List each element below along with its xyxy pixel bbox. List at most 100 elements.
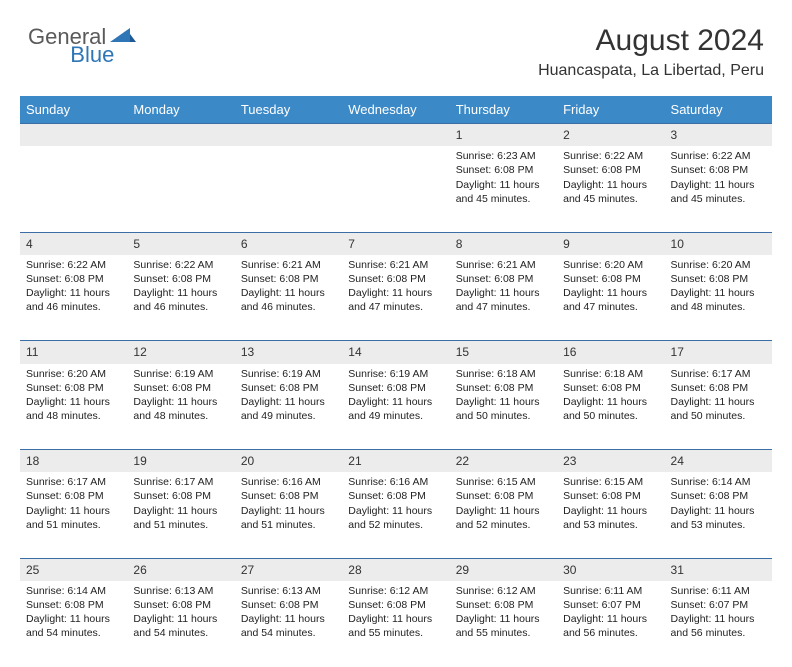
- sunrise-text: Sunrise: 6:13 AM: [133, 584, 228, 598]
- sunset-text: Sunset: 6:08 PM: [348, 489, 443, 503]
- day-detail-cell: Sunrise: 6:18 AMSunset: 6:08 PMDaylight:…: [557, 364, 664, 450]
- day-number-cell: 25: [20, 558, 127, 581]
- day-number-cell: 20: [235, 450, 342, 473]
- sunrise-text: Sunrise: 6:15 AM: [563, 475, 658, 489]
- day-detail-cell: Sunrise: 6:22 AMSunset: 6:08 PMDaylight:…: [127, 255, 234, 341]
- day-number-cell: 7: [342, 232, 449, 255]
- day-number-cell: 5: [127, 232, 234, 255]
- day-header: Wednesday: [342, 96, 449, 124]
- day-number-cell: 23: [557, 450, 664, 473]
- day-detail-cell: Sunrise: 6:16 AMSunset: 6:08 PMDaylight:…: [342, 472, 449, 558]
- sunset-text: Sunset: 6:08 PM: [456, 598, 551, 612]
- daylight-text: Daylight: 11 hours and 50 minutes.: [456, 395, 551, 423]
- day-detail-cell: Sunrise: 6:13 AMSunset: 6:08 PMDaylight:…: [235, 581, 342, 667]
- daylight-text: Daylight: 11 hours and 48 minutes.: [671, 286, 766, 314]
- day-number-cell: [235, 124, 342, 147]
- sunset-text: Sunset: 6:08 PM: [456, 163, 551, 177]
- sunset-text: Sunset: 6:07 PM: [671, 598, 766, 612]
- day-number-cell: 29: [450, 558, 557, 581]
- day-number-cell: 17: [665, 341, 772, 364]
- sunset-text: Sunset: 6:08 PM: [241, 272, 336, 286]
- daylight-text: Daylight: 11 hours and 46 minutes.: [241, 286, 336, 314]
- day-detail-cell: Sunrise: 6:14 AMSunset: 6:08 PMDaylight:…: [665, 472, 772, 558]
- week-daynum-row: 11121314151617: [20, 341, 772, 364]
- sunset-text: Sunset: 6:08 PM: [241, 598, 336, 612]
- day-detail-cell: Sunrise: 6:19 AMSunset: 6:08 PMDaylight:…: [127, 364, 234, 450]
- day-detail-cell: Sunrise: 6:20 AMSunset: 6:08 PMDaylight:…: [20, 364, 127, 450]
- day-header: Tuesday: [235, 96, 342, 124]
- sunrise-text: Sunrise: 6:21 AM: [348, 258, 443, 272]
- day-number-cell: 28: [342, 558, 449, 581]
- day-header: Monday: [127, 96, 234, 124]
- day-number-cell: 12: [127, 341, 234, 364]
- sunset-text: Sunset: 6:08 PM: [563, 489, 658, 503]
- day-header: Saturday: [665, 96, 772, 124]
- week-detail-row: Sunrise: 6:14 AMSunset: 6:08 PMDaylight:…: [20, 581, 772, 667]
- page-subtitle: Huancaspata, La Libertad, Peru: [538, 62, 764, 80]
- day-number-cell: 19: [127, 450, 234, 473]
- daylight-text: Daylight: 11 hours and 47 minutes.: [348, 286, 443, 314]
- day-detail-cell: Sunrise: 6:17 AMSunset: 6:08 PMDaylight:…: [127, 472, 234, 558]
- day-number-cell: 8: [450, 232, 557, 255]
- day-detail-cell: [342, 146, 449, 232]
- sunrise-text: Sunrise: 6:17 AM: [133, 475, 228, 489]
- day-detail-cell: [235, 146, 342, 232]
- day-number-cell: 14: [342, 341, 449, 364]
- sunrise-text: Sunrise: 6:20 AM: [563, 258, 658, 272]
- logo-text-blue: Blue: [70, 42, 114, 68]
- day-detail-cell: [127, 146, 234, 232]
- sunrise-text: Sunrise: 6:22 AM: [26, 258, 121, 272]
- sunset-text: Sunset: 6:08 PM: [671, 489, 766, 503]
- daylight-text: Daylight: 11 hours and 45 minutes.: [456, 178, 551, 206]
- day-header: Thursday: [450, 96, 557, 124]
- daylight-text: Daylight: 11 hours and 45 minutes.: [563, 178, 658, 206]
- day-detail-cell: Sunrise: 6:17 AMSunset: 6:08 PMDaylight:…: [20, 472, 127, 558]
- sunrise-text: Sunrise: 6:16 AM: [348, 475, 443, 489]
- logo: General Blue: [28, 24, 184, 50]
- sunset-text: Sunset: 6:08 PM: [348, 598, 443, 612]
- sunset-text: Sunset: 6:08 PM: [348, 381, 443, 395]
- day-detail-cell: Sunrise: 6:22 AMSunset: 6:08 PMDaylight:…: [20, 255, 127, 341]
- sunset-text: Sunset: 6:08 PM: [456, 489, 551, 503]
- day-number-cell: 6: [235, 232, 342, 255]
- sunset-text: Sunset: 6:08 PM: [241, 489, 336, 503]
- sunset-text: Sunset: 6:08 PM: [133, 272, 228, 286]
- sunset-text: Sunset: 6:08 PM: [348, 272, 443, 286]
- sunrise-text: Sunrise: 6:22 AM: [133, 258, 228, 272]
- day-number-cell: 1: [450, 124, 557, 147]
- sunrise-text: Sunrise: 6:17 AM: [671, 367, 766, 381]
- day-detail-cell: Sunrise: 6:20 AMSunset: 6:08 PMDaylight:…: [557, 255, 664, 341]
- sunset-text: Sunset: 6:08 PM: [456, 381, 551, 395]
- sunrise-text: Sunrise: 6:22 AM: [671, 149, 766, 163]
- day-number-cell: 22: [450, 450, 557, 473]
- day-number-cell: 10: [665, 232, 772, 255]
- week-detail-row: Sunrise: 6:23 AMSunset: 6:08 PMDaylight:…: [20, 146, 772, 232]
- sunset-text: Sunset: 6:07 PM: [563, 598, 658, 612]
- sunrise-text: Sunrise: 6:21 AM: [456, 258, 551, 272]
- sunrise-text: Sunrise: 6:17 AM: [26, 475, 121, 489]
- daylight-text: Daylight: 11 hours and 54 minutes.: [241, 612, 336, 640]
- sunrise-text: Sunrise: 6:18 AM: [456, 367, 551, 381]
- sunrise-text: Sunrise: 6:11 AM: [563, 584, 658, 598]
- week-daynum-row: 45678910: [20, 232, 772, 255]
- day-detail-cell: [20, 146, 127, 232]
- week-detail-row: Sunrise: 6:20 AMSunset: 6:08 PMDaylight:…: [20, 364, 772, 450]
- daylight-text: Daylight: 11 hours and 52 minutes.: [348, 504, 443, 532]
- sunrise-text: Sunrise: 6:16 AM: [241, 475, 336, 489]
- day-number-cell: 31: [665, 558, 772, 581]
- daylight-text: Daylight: 11 hours and 53 minutes.: [563, 504, 658, 532]
- sunrise-text: Sunrise: 6:23 AM: [456, 149, 551, 163]
- daylight-text: Daylight: 11 hours and 45 minutes.: [671, 178, 766, 206]
- day-number-cell: 27: [235, 558, 342, 581]
- daylight-text: Daylight: 11 hours and 50 minutes.: [671, 395, 766, 423]
- day-detail-cell: Sunrise: 6:14 AMSunset: 6:08 PMDaylight:…: [20, 581, 127, 667]
- page-title: August 2024: [538, 24, 764, 58]
- daylight-text: Daylight: 11 hours and 46 minutes.: [133, 286, 228, 314]
- title-block: August 2024 Huancaspata, La Libertad, Pe…: [538, 24, 764, 80]
- sunset-text: Sunset: 6:08 PM: [26, 489, 121, 503]
- sunrise-text: Sunrise: 6:19 AM: [348, 367, 443, 381]
- daylight-text: Daylight: 11 hours and 47 minutes.: [563, 286, 658, 314]
- day-number-cell: 4: [20, 232, 127, 255]
- sunrise-text: Sunrise: 6:14 AM: [26, 584, 121, 598]
- day-detail-cell: Sunrise: 6:21 AMSunset: 6:08 PMDaylight:…: [342, 255, 449, 341]
